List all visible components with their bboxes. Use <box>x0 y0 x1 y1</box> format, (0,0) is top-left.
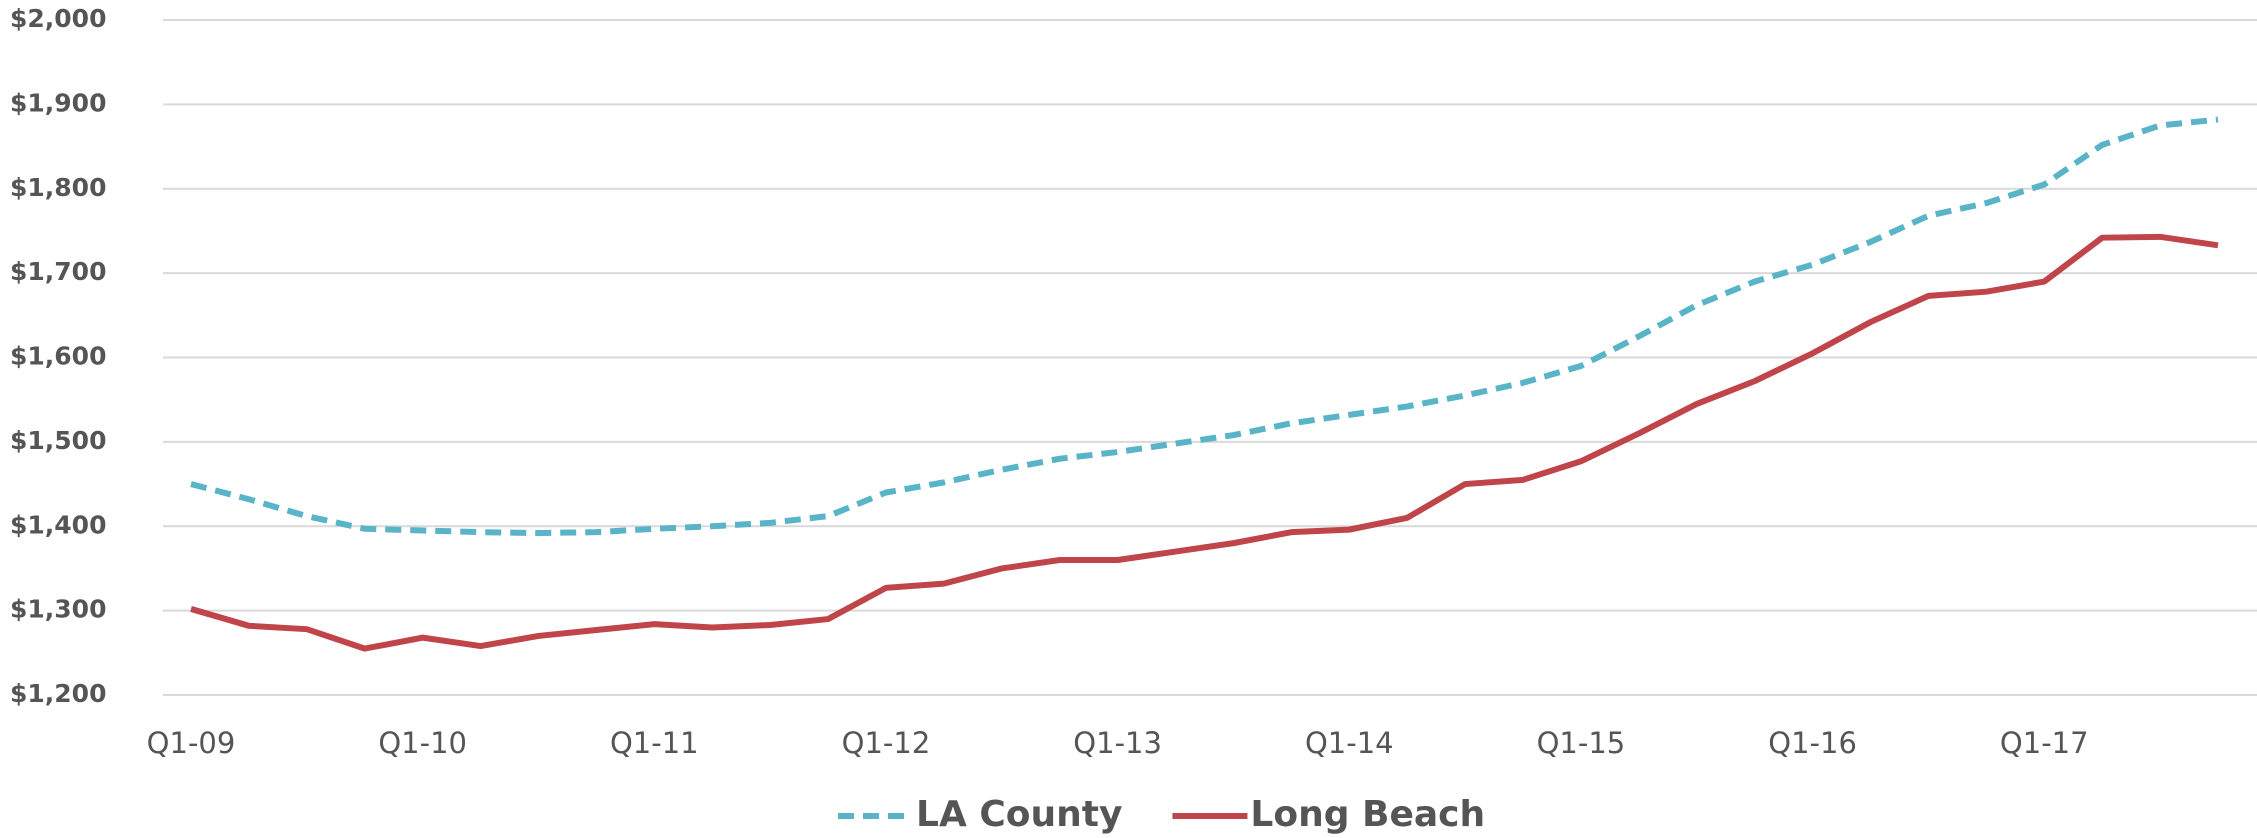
y-tick-label: $1,400 <box>10 510 106 539</box>
y-tick-label: $1,900 <box>10 88 106 117</box>
y-tick-label: $1,600 <box>10 342 106 371</box>
x-tick-label: Q1-15 <box>1537 726 1626 760</box>
x-tick-label: Q1-09 <box>147 726 236 760</box>
series-line <box>190 116 2219 536</box>
y-tick-label: $1,500 <box>10 426 106 455</box>
x-tick-label: Q1-16 <box>1768 726 1857 760</box>
x-tick-label: Q1-11 <box>610 726 699 760</box>
y-tick-label: $1,200 <box>10 679 106 708</box>
y-tick-label: $1,300 <box>10 595 106 624</box>
x-tick-label: Q1-12 <box>842 726 931 760</box>
x-tick-label: Q1-17 <box>2000 726 2089 760</box>
x-tick-label: Q1-13 <box>1073 726 1162 760</box>
legend-label: LA County <box>916 794 1122 835</box>
x-tick-label: Q1-14 <box>1305 726 1394 760</box>
y-tick-label: $1,700 <box>10 257 106 286</box>
y-tick-label: $1,800 <box>10 173 106 202</box>
legend-label: Long Beach <box>1250 794 1485 835</box>
series-line <box>190 233 2219 652</box>
y-tick-label: $2,000 <box>10 4 106 33</box>
x-tick-label: Q1-10 <box>378 726 467 760</box>
